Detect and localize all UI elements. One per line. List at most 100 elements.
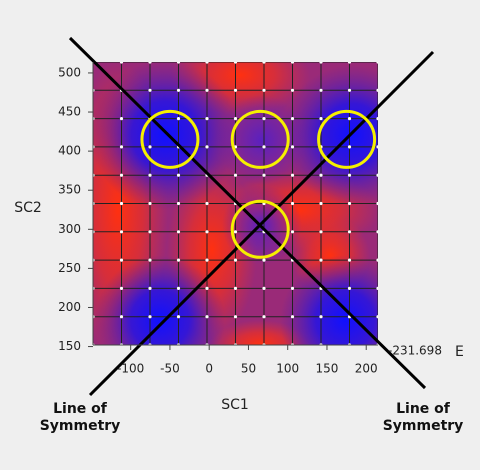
mesh-node — [262, 117, 266, 121]
mesh-node — [176, 230, 181, 234]
mesh-node — [347, 88, 352, 92]
mesh-node — [290, 173, 295, 177]
mesh-node — [233, 230, 238, 234]
mesh-node — [319, 201, 323, 206]
mesh-node — [148, 258, 152, 262]
y-tick-label: 150 — [58, 339, 81, 353]
x-tick-label: 200 — [355, 362, 378, 376]
mesh-node — [119, 315, 124, 319]
mesh-node — [148, 286, 152, 290]
mesh-node — [376, 315, 378, 319]
mesh-node — [376, 117, 378, 121]
mesh-node — [119, 201, 124, 206]
mesh-node — [319, 117, 323, 121]
mesh-node — [319, 173, 323, 177]
mesh-node — [148, 145, 152, 149]
mesh-node — [347, 145, 352, 149]
mesh-node — [233, 62, 238, 64]
mesh-node — [376, 201, 378, 206]
mesh-node — [376, 145, 378, 149]
x-tick-label: 0 — [205, 362, 213, 376]
mesh-node — [205, 62, 209, 64]
mesh-node — [205, 315, 209, 319]
mesh-node — [262, 315, 266, 319]
mesh-node — [262, 145, 266, 149]
mesh-node — [205, 145, 209, 149]
highlight-circle — [140, 109, 200, 169]
mesh-node — [290, 145, 295, 149]
mesh-node — [233, 173, 238, 177]
mesh-node — [176, 315, 181, 319]
mesh-node — [119, 258, 124, 262]
mesh-node — [119, 173, 124, 177]
y-tick-label: 200 — [58, 300, 81, 314]
mesh-node — [233, 117, 238, 121]
x-tick-label: 150 — [316, 362, 339, 376]
mesh-node — [262, 258, 266, 262]
mesh-node — [319, 88, 323, 92]
y-axis-label: SC2 — [14, 200, 42, 216]
mesh-node — [262, 62, 266, 64]
mesh-node — [347, 258, 352, 262]
mesh-node — [233, 258, 238, 262]
mesh-node — [290, 201, 295, 206]
mesh-node — [376, 258, 378, 262]
mesh-node — [290, 62, 295, 64]
mesh-node — [262, 173, 266, 177]
mesh-node — [148, 62, 152, 64]
mesh-node — [376, 62, 378, 64]
mesh-node — [119, 145, 124, 149]
mesh-node — [119, 117, 124, 121]
mesh-node — [262, 286, 266, 290]
mesh-node — [176, 201, 181, 206]
mesh-node — [148, 88, 152, 92]
highlight-circle — [317, 109, 377, 169]
annotation: Line of Symmetry — [382, 401, 464, 434]
mesh-node — [290, 117, 295, 121]
mesh-node — [176, 62, 181, 64]
mesh-node — [347, 117, 352, 121]
mesh-node — [376, 286, 378, 290]
x-tick-label: -100 — [117, 362, 144, 376]
mesh-node — [233, 315, 238, 319]
mesh-node — [148, 201, 152, 206]
highlight-circle — [230, 199, 290, 259]
x-axis-label: SC1 — [221, 397, 249, 413]
mesh-node — [290, 88, 295, 92]
mesh-node — [376, 230, 378, 234]
mesh-node — [376, 173, 378, 177]
mesh-node — [319, 258, 323, 262]
y-tick-label: 400 — [58, 144, 81, 158]
mesh-node — [347, 286, 352, 290]
mesh-node — [290, 230, 295, 234]
mesh-node — [233, 88, 238, 92]
mesh-node — [319, 230, 323, 234]
mesh-node — [119, 62, 124, 64]
mesh-node — [205, 258, 209, 262]
symmetry-line — [88, 50, 435, 397]
mesh-node — [205, 117, 209, 121]
annotation: Line of Symmetry — [39, 401, 121, 434]
highlight-circle — [230, 109, 290, 169]
mesh-node — [205, 286, 209, 290]
mesh-node — [347, 201, 352, 206]
mesh-node — [205, 201, 209, 206]
mesh-node — [176, 173, 181, 177]
mesh-node — [290, 315, 295, 319]
y-tick-label: 300 — [58, 222, 81, 236]
symmetry-line — [68, 36, 427, 390]
mesh-node — [176, 88, 181, 92]
mesh-node — [119, 230, 124, 234]
mesh-node — [319, 62, 323, 64]
mesh-node — [262, 88, 266, 92]
mesh-node — [176, 286, 181, 290]
mesh-node — [233, 286, 238, 290]
y-tick-label: 450 — [58, 105, 81, 119]
mesh-node — [176, 117, 181, 121]
x-tick-label: 50 — [241, 362, 256, 376]
x-tick-label: -50 — [160, 362, 180, 376]
colorbar-label: E — [455, 344, 464, 360]
mesh-node — [347, 230, 352, 234]
